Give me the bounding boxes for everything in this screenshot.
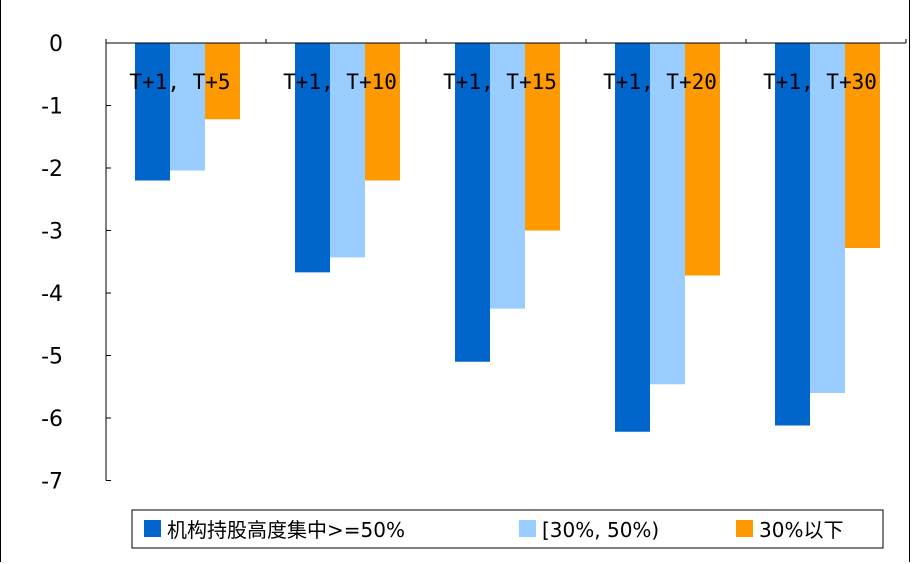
- bar-s2-c0: [205, 43, 240, 120]
- x-tick-label: T+1, T+30: [763, 70, 877, 94]
- y-tick-label: -5: [41, 345, 63, 370]
- legend-swatch-1: [519, 520, 536, 537]
- legend-label-2: 30%以下: [759, 518, 843, 542]
- y-tick-labels: 0 -1 -2 -3 -4 -5 -6 -7: [41, 32, 63, 495]
- bar-s2-c1: [365, 43, 400, 181]
- bars-layer: [135, 43, 880, 432]
- bar-s1-c3: [650, 43, 685, 385]
- legend-label-1: [30%, 50%): [542, 518, 659, 542]
- bar-s1-c2: [490, 43, 525, 309]
- bar-s0-c1: [295, 43, 330, 273]
- legend-swatch-0: [144, 520, 161, 537]
- y-tick-label: -1: [41, 95, 63, 120]
- bar-s2-c2: [525, 43, 560, 231]
- y-tick-label: -4: [41, 282, 63, 307]
- bar-s1-c4: [810, 43, 845, 393]
- bar-s0-c4: [775, 43, 810, 426]
- y-tick-label: -6: [41, 407, 63, 432]
- bar-s0-c0: [135, 43, 170, 181]
- y-tick-label: -7: [41, 470, 63, 495]
- bar-s2-c4: [845, 43, 880, 248]
- x-tick-label: T+1, T+5: [129, 70, 230, 94]
- legend-box: [131, 509, 884, 549]
- x-tick-label: T+1, T+20: [603, 70, 717, 94]
- x-tick-label: T+1, T+15: [443, 70, 557, 94]
- legend-swatch-2: [736, 520, 753, 537]
- y-tick-label: 0: [49, 32, 63, 57]
- y-tick-label: -3: [41, 220, 63, 245]
- x-tick-label: T+1, T+10: [283, 70, 397, 94]
- x-tick-labels: T+1, T+5 T+1, T+10 T+1, T+15 T+1, T+20 T+1, …: [129, 70, 876, 94]
- axes-layer: [105, 39, 907, 481]
- legend-label-0: 机构持股高度集中>=50%: [167, 518, 405, 542]
- legend: 机构持股高度集中>=50% [30%, 50%) 30%以下: [131, 509, 884, 549]
- bar-s2-c3: [685, 43, 720, 276]
- bar-s0-c3: [615, 43, 650, 432]
- bar-s1-c0: [170, 43, 205, 171]
- y-tick-label: -2: [41, 157, 63, 182]
- bar-s0-c2: [455, 43, 490, 362]
- bar-s1-c1: [330, 43, 365, 258]
